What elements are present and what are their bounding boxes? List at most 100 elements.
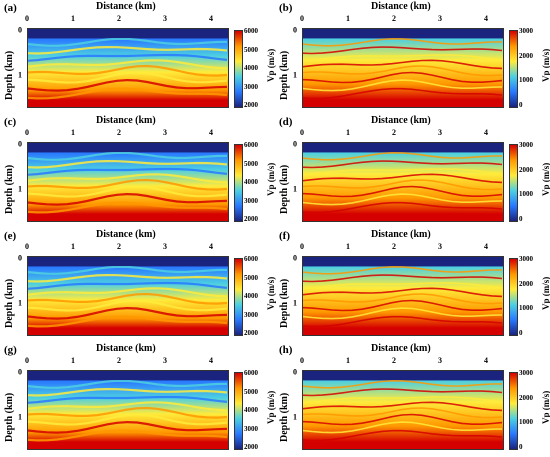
reflector-layer: [302, 396, 503, 404]
velocity-model-image: [27, 370, 229, 450]
reflector-layer: [27, 37, 228, 47]
x-tick-label: 1: [346, 242, 350, 251]
plot-area: [27, 142, 229, 222]
x-tick-label: 2: [117, 242, 121, 251]
reflector-layer: [27, 178, 228, 191]
reflector-layer: [27, 395, 228, 404]
y-tick-label: 0: [293, 367, 297, 377]
colorbar-label: Vp (m/s): [541, 162, 550, 196]
figure-panel: (e) Distance (km) 0 1 2 3 4 Depth (km) 0 1 6000 500…: [0, 228, 276, 342]
x-tick-label: 3: [163, 356, 167, 365]
x-tick-label: 1: [71, 242, 75, 251]
reflector-layer: [302, 168, 503, 176]
x-tick-label: 4: [209, 14, 213, 23]
x-tick-label: 2: [117, 128, 121, 137]
reflector-layer: [302, 37, 503, 47]
x-tick-label: 0: [300, 242, 304, 251]
colorbar: [234, 372, 243, 450]
colorbar-tick-label: 4000: [244, 178, 258, 186]
reflector-layer: [27, 401, 228, 412]
reflector-layer: [302, 282, 503, 290]
y-tick-label: 0: [293, 25, 297, 35]
x-axis-label: Distance (km): [371, 115, 431, 126]
reflector-layer: [302, 265, 503, 275]
reflector-layer: [302, 59, 503, 70]
y-tick-label: 1: [293, 412, 297, 422]
figure-panel: (f) Distance (km) 0 1 2 3 4 Depth (km) 0 1 3000 200…: [275, 228, 550, 342]
colorbar: [234, 30, 243, 108]
reflector-layer: [27, 53, 228, 62]
plot-area: [302, 256, 504, 336]
y-tick-label: 0: [293, 253, 297, 263]
reflector-layer: [27, 406, 228, 419]
figure-panel: (c) Distance (km) 0 1 2 3 4 Depth (km) 0 1 6000 500…: [0, 114, 276, 228]
colorbar-label: Vp (m/s): [541, 48, 550, 82]
reflector-layer: [27, 281, 228, 290]
colorbar-tick-label: 2000: [519, 51, 533, 60]
reflector-layer: [27, 185, 228, 198]
reflector-layer: [27, 420, 228, 434]
x-tick-label: 3: [163, 242, 167, 251]
x-axis-label: Distance (km): [96, 229, 156, 240]
panel-label: (c): [4, 116, 17, 128]
x-tick-label: 3: [438, 14, 442, 23]
x-tick-label: 2: [117, 14, 121, 23]
plot-area: [302, 28, 504, 108]
reflector-layer: [302, 201, 503, 214]
x-tick-label: 1: [71, 128, 75, 137]
x-tick-label: 4: [484, 14, 488, 23]
panel-label: (b): [279, 2, 293, 14]
reflector-layer: [302, 429, 503, 442]
velocity-model-image: [27, 256, 229, 336]
x-tick-label: 3: [163, 128, 167, 137]
colorbar-label: Vp (m/s): [541, 276, 550, 310]
y-tick-label: 1: [293, 184, 297, 194]
x-axis-label: Distance (km): [96, 343, 156, 354]
panel-label: (g): [4, 344, 17, 356]
y-axis-label: Depth (km): [279, 164, 290, 214]
colorbar-tick-label: 6000: [244, 27, 258, 35]
reflector-layer: [302, 54, 503, 62]
velocity-model-image: [27, 142, 229, 222]
y-axis-label: Depth (km): [4, 392, 15, 442]
x-tick-label: 3: [438, 242, 442, 251]
reflector-layer: [27, 78, 228, 92]
y-tick-label: 0: [18, 139, 22, 149]
colorbar-tick-label: 1000: [519, 76, 533, 85]
x-axis-label: Distance (km): [96, 1, 156, 12]
colorbar-tick-label: 3000: [244, 196, 258, 205]
reflector-layer: [27, 151, 228, 161]
colorbar-tick-label: 0: [519, 443, 523, 451]
reflector-layer: [302, 65, 503, 77]
plot-area: [302, 370, 504, 450]
reflector-layer: [302, 160, 503, 169]
colorbar-label: Vp (m/s): [541, 390, 550, 424]
x-tick-label: 0: [25, 128, 29, 137]
colorbar-tick-label: 6000: [244, 255, 258, 263]
colorbar-tick-label: 0: [519, 215, 523, 223]
reflector-layer: [302, 173, 503, 184]
x-tick-label: 1: [346, 356, 350, 365]
reflector-layer: [302, 185, 503, 198]
reflector-layer: [302, 87, 503, 100]
y-tick-label: 0: [18, 367, 22, 377]
water-layer: [27, 142, 229, 152]
colorbar-tick-label: 1000: [519, 190, 533, 199]
x-tick-label: 0: [25, 14, 29, 23]
reflector-layer: [27, 299, 228, 312]
colorbar-tick-label: 3000: [244, 310, 258, 319]
x-tick-label: 4: [484, 242, 488, 251]
x-tick-label: 1: [71, 356, 75, 365]
x-tick-label: 0: [300, 128, 304, 137]
reflector-layer: [302, 407, 503, 419]
x-tick-label: 0: [25, 242, 29, 251]
x-tick-label: 1: [346, 128, 350, 137]
reflector-layer: [302, 299, 503, 312]
colorbar-tick-label: 1000: [519, 418, 533, 427]
velocity-model-image: [302, 370, 504, 450]
colorbar-tick-label: 3000: [244, 82, 258, 91]
water-layer: [302, 256, 504, 266]
figure-panel: (g) Distance (km) 0 1 2 3 4 Depth (km) 0 1 6000 500…: [0, 342, 276, 456]
colorbar-tick-label: 2000: [244, 443, 258, 451]
plot-area: [27, 370, 229, 450]
